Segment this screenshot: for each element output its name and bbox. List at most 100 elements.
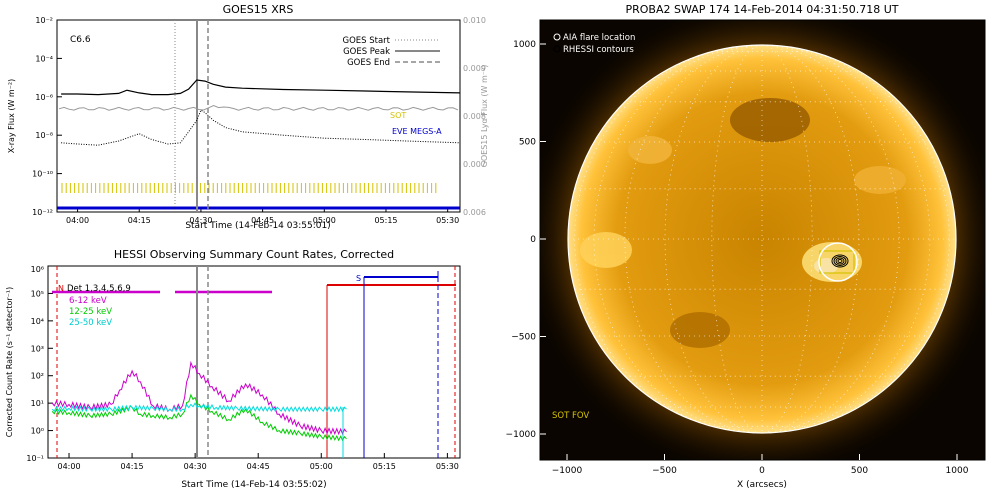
swap-title: PROBA2 SWAP 174 14-Feb-2014 04:31:50.718… — [626, 3, 899, 16]
solar-limb-outline — [567, 44, 957, 434]
sot-label: SOT — [390, 111, 406, 120]
hessi-y-tick-label: 10² — [31, 372, 44, 381]
goes-plot-frame — [56, 19, 461, 213]
goes-x-tick-label: 05:30 — [436, 216, 459, 225]
rhessi-contour-3 — [835, 257, 845, 265]
goes-y-tick-label: 10⁻¹² — [32, 208, 53, 217]
rhessi-contour-4 — [837, 259, 843, 263]
hessi-y-tick-labels: 10⁵ 10⁴ 10³ 10² 10¹ 10⁰ 10⁻¹ — [26, 289, 53, 463]
swap-panel: PROBA2 SWAP 174 14-Feb-2014 04:31:50.718… — [506, 3, 986, 490]
swap-y-tick-label: 500 — [519, 138, 536, 148]
goes-right-y-tick-label: 0.009 — [463, 64, 486, 73]
goes-right-y-tick-label: 0.006 — [463, 208, 486, 217]
heliographic-grid — [568, 44, 956, 434]
goes-x-tick-label: 04:15 — [128, 216, 151, 225]
goes-x-tick-label: 05:00 — [313, 216, 336, 225]
hessi-y-top-label: 10⁶ — [31, 265, 44, 274]
swap-x-tick-label: −1000 — [552, 466, 583, 476]
goes-x-tick-label: 04:45 — [251, 216, 274, 225]
active-region-southwest — [854, 166, 906, 194]
swap-y-tick-labels: 1000 500 0 −500 −1000 — [506, 40, 546, 440]
goes-x-tick-label: 04:30 — [189, 216, 212, 225]
legend-goes-end: GOES End — [347, 58, 390, 68]
hessi-x-tick-label: 05:15 — [373, 462, 396, 471]
coronal-hole — [730, 98, 810, 142]
eve-megs-a-label: EVE MEGS-A — [392, 127, 442, 136]
hessi-y-tick-label: 10⁴ — [31, 317, 44, 326]
swap-y-tick-label: −500 — [511, 333, 536, 343]
legend-aia-flare-location: AIA flare location — [563, 33, 635, 43]
hessi-legend-25-50kev: 25-50 keV — [69, 318, 112, 328]
hessi-y-tick-label: 10³ — [31, 344, 44, 353]
swap-x-tick-labels: −1000 −500 0 500 1000 — [552, 454, 969, 476]
dark-region-south — [670, 312, 730, 348]
hessi-s-flag: S — [356, 274, 361, 283]
hessi-y-tick-label: 10¹ — [31, 399, 44, 408]
hessi-x-tick-label: 04:00 — [57, 462, 80, 471]
hessi-x-tick-label: 04:45 — [247, 462, 270, 471]
goes-right-y-tick-labels: 0.010 0.009 0.008 0.007 0.006 — [463, 16, 486, 217]
hessi-plot-frame — [47, 265, 461, 459]
hessi-y-tick-label: 10⁰ — [31, 427, 44, 436]
hessi-y-tick-label: 10⁻¹ — [26, 454, 44, 463]
goes-legend: GOES Start GOES Peak GOES End — [342, 36, 440, 68]
goes-class-label: C6.6 — [70, 35, 91, 45]
hessi-legend-12-25kev: 12-25 keV — [69, 307, 112, 317]
goes-y-tick-label: 10⁻¹⁰ — [32, 170, 53, 179]
sot-observation-ticks — [61, 183, 437, 193]
grid-longitude-line — [761, 44, 950, 434]
hessi-series-12-25kev — [51, 393, 347, 442]
goes-panel: GOES15 XRS 10⁻² 10⁻⁴ 10⁻⁶ 10⁻⁸ 10⁻¹⁰ 10⁻¹² 0.… — [7, 3, 489, 231]
hessi-x-tick-label: 05:00 — [310, 462, 333, 471]
sot-fov-label: SOT FOV — [552, 411, 589, 421]
sot-fov-box — [819, 250, 855, 274]
hessi-x-tick-label: 04:30 — [184, 462, 207, 471]
hessi-y-axis-label: Corrected Count Rate (s⁻¹ detector⁻¹) — [5, 287, 14, 438]
rhessi-contours — [831, 254, 849, 268]
swap-y-tick-label: 1000 — [513, 40, 536, 50]
active-region-east — [580, 232, 632, 268]
aia-flare-location-circle — [818, 242, 858, 282]
goes-long-series — [61, 79, 460, 96]
hessi-x-axis-label: Start Time (14-Feb-14 03:55:02) — [181, 480, 326, 490]
hessi-series-25-50kev — [51, 402, 347, 413]
active-region-northeast — [628, 136, 672, 164]
legend-goes-peak: GOES Peak — [343, 47, 390, 57]
rhessi-contour-2 — [833, 256, 847, 266]
hessi-x-tick-label: 04:15 — [121, 462, 144, 471]
hessi-title: HESSI Observing Summary Count Rates, Cor… — [114, 248, 394, 261]
rhessi-contour-1 — [831, 254, 849, 268]
hessi-x-tick-label: 05:30 — [436, 462, 459, 471]
legend-rhessi-symbol — [553, 45, 561, 53]
hessi-detector-label: Det 1,3,4,5,6,9 — [67, 284, 131, 294]
goes-right-y-tick-label: 0.010 — [463, 16, 486, 25]
hessi-panel: HESSI Observing Summary Count Rates, Cor… — [5, 248, 461, 490]
grid-longitude-line — [574, 44, 763, 434]
goes-right-y-axis-label: GOES15 Lyα Flux (W m⁻²) — [480, 65, 489, 168]
hessi-series-6-12kev — [51, 360, 347, 436]
legend-goes-start: GOES Start — [342, 36, 390, 46]
hessi-n-flag: N — [58, 284, 64, 293]
goes-y-tick-label: 10⁻² — [35, 16, 53, 25]
goes-right-y-tick-label: 0.008 — [463, 112, 486, 121]
swap-x-tick-label: 0 — [759, 466, 765, 476]
hessi-y-tick-label: 10⁵ — [31, 289, 44, 298]
legend-rhessi-contours: RHESSI contours — [563, 45, 634, 55]
goes-x-tick-label: 04:00 — [66, 216, 89, 225]
legend-aia-symbol — [553, 33, 561, 41]
hessi-legend-6-12kev: 6-12 keV — [69, 296, 107, 306]
goes-right-y-tick-label: 0.007 — [463, 160, 486, 169]
swap-x-tick-label: 500 — [851, 466, 868, 476]
goes-y-tick-label: 10⁻⁴ — [35, 54, 53, 63]
goes-x-tick-label: 05:15 — [374, 216, 397, 225]
goes-y-axis-label: X-ray Flux (W m⁻²) — [7, 79, 16, 154]
goes-lya-series — [58, 104, 459, 111]
hessi-x-tick-labels: 04:00 04:15 04:30 04:45 05:00 05:15 05:30 — [57, 453, 459, 471]
goes-y-tick-label: 10⁻⁶ — [35, 93, 53, 102]
swap-y-tick-label: 0 — [530, 235, 536, 245]
goes-y-tick-label: 10⁻⁸ — [35, 131, 53, 140]
goes-y-tick-labels: 10⁻² 10⁻⁴ 10⁻⁶ 10⁻⁸ 10⁻¹⁰ 10⁻¹² — [32, 16, 62, 217]
swap-x-tick-label: −500 — [652, 466, 677, 476]
swap-x-axis-label: X (arcsecs) — [737, 480, 787, 490]
